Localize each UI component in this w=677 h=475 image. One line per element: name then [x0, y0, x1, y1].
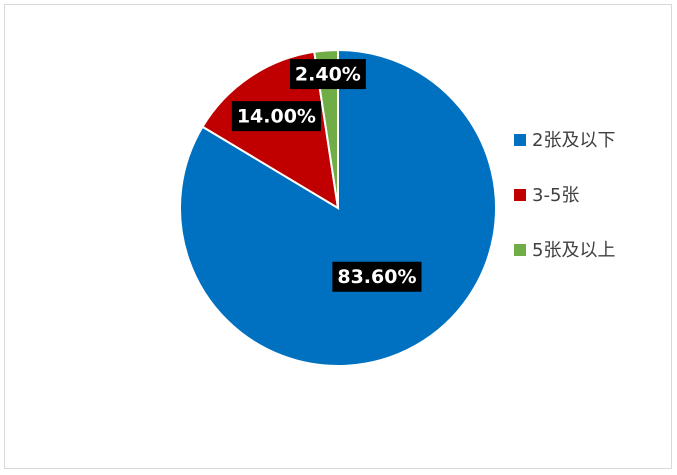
legend-swatch	[514, 134, 526, 146]
legend-label: 3-5张	[532, 185, 579, 206]
legend-swatch	[514, 189, 526, 201]
value-label: 83.60%	[337, 266, 416, 288]
value-label: 2.40%	[295, 64, 361, 86]
pie-slice	[313, 48, 339, 209]
legend-label: 5张及以上	[532, 240, 615, 261]
value-label-box	[231, 101, 321, 132]
value-label: 14.00%	[237, 106, 316, 128]
legend-label: 2张及以下	[532, 130, 615, 151]
value-label-box	[289, 59, 366, 90]
legend-swatch	[514, 244, 526, 256]
value-label-box	[332, 261, 422, 292]
